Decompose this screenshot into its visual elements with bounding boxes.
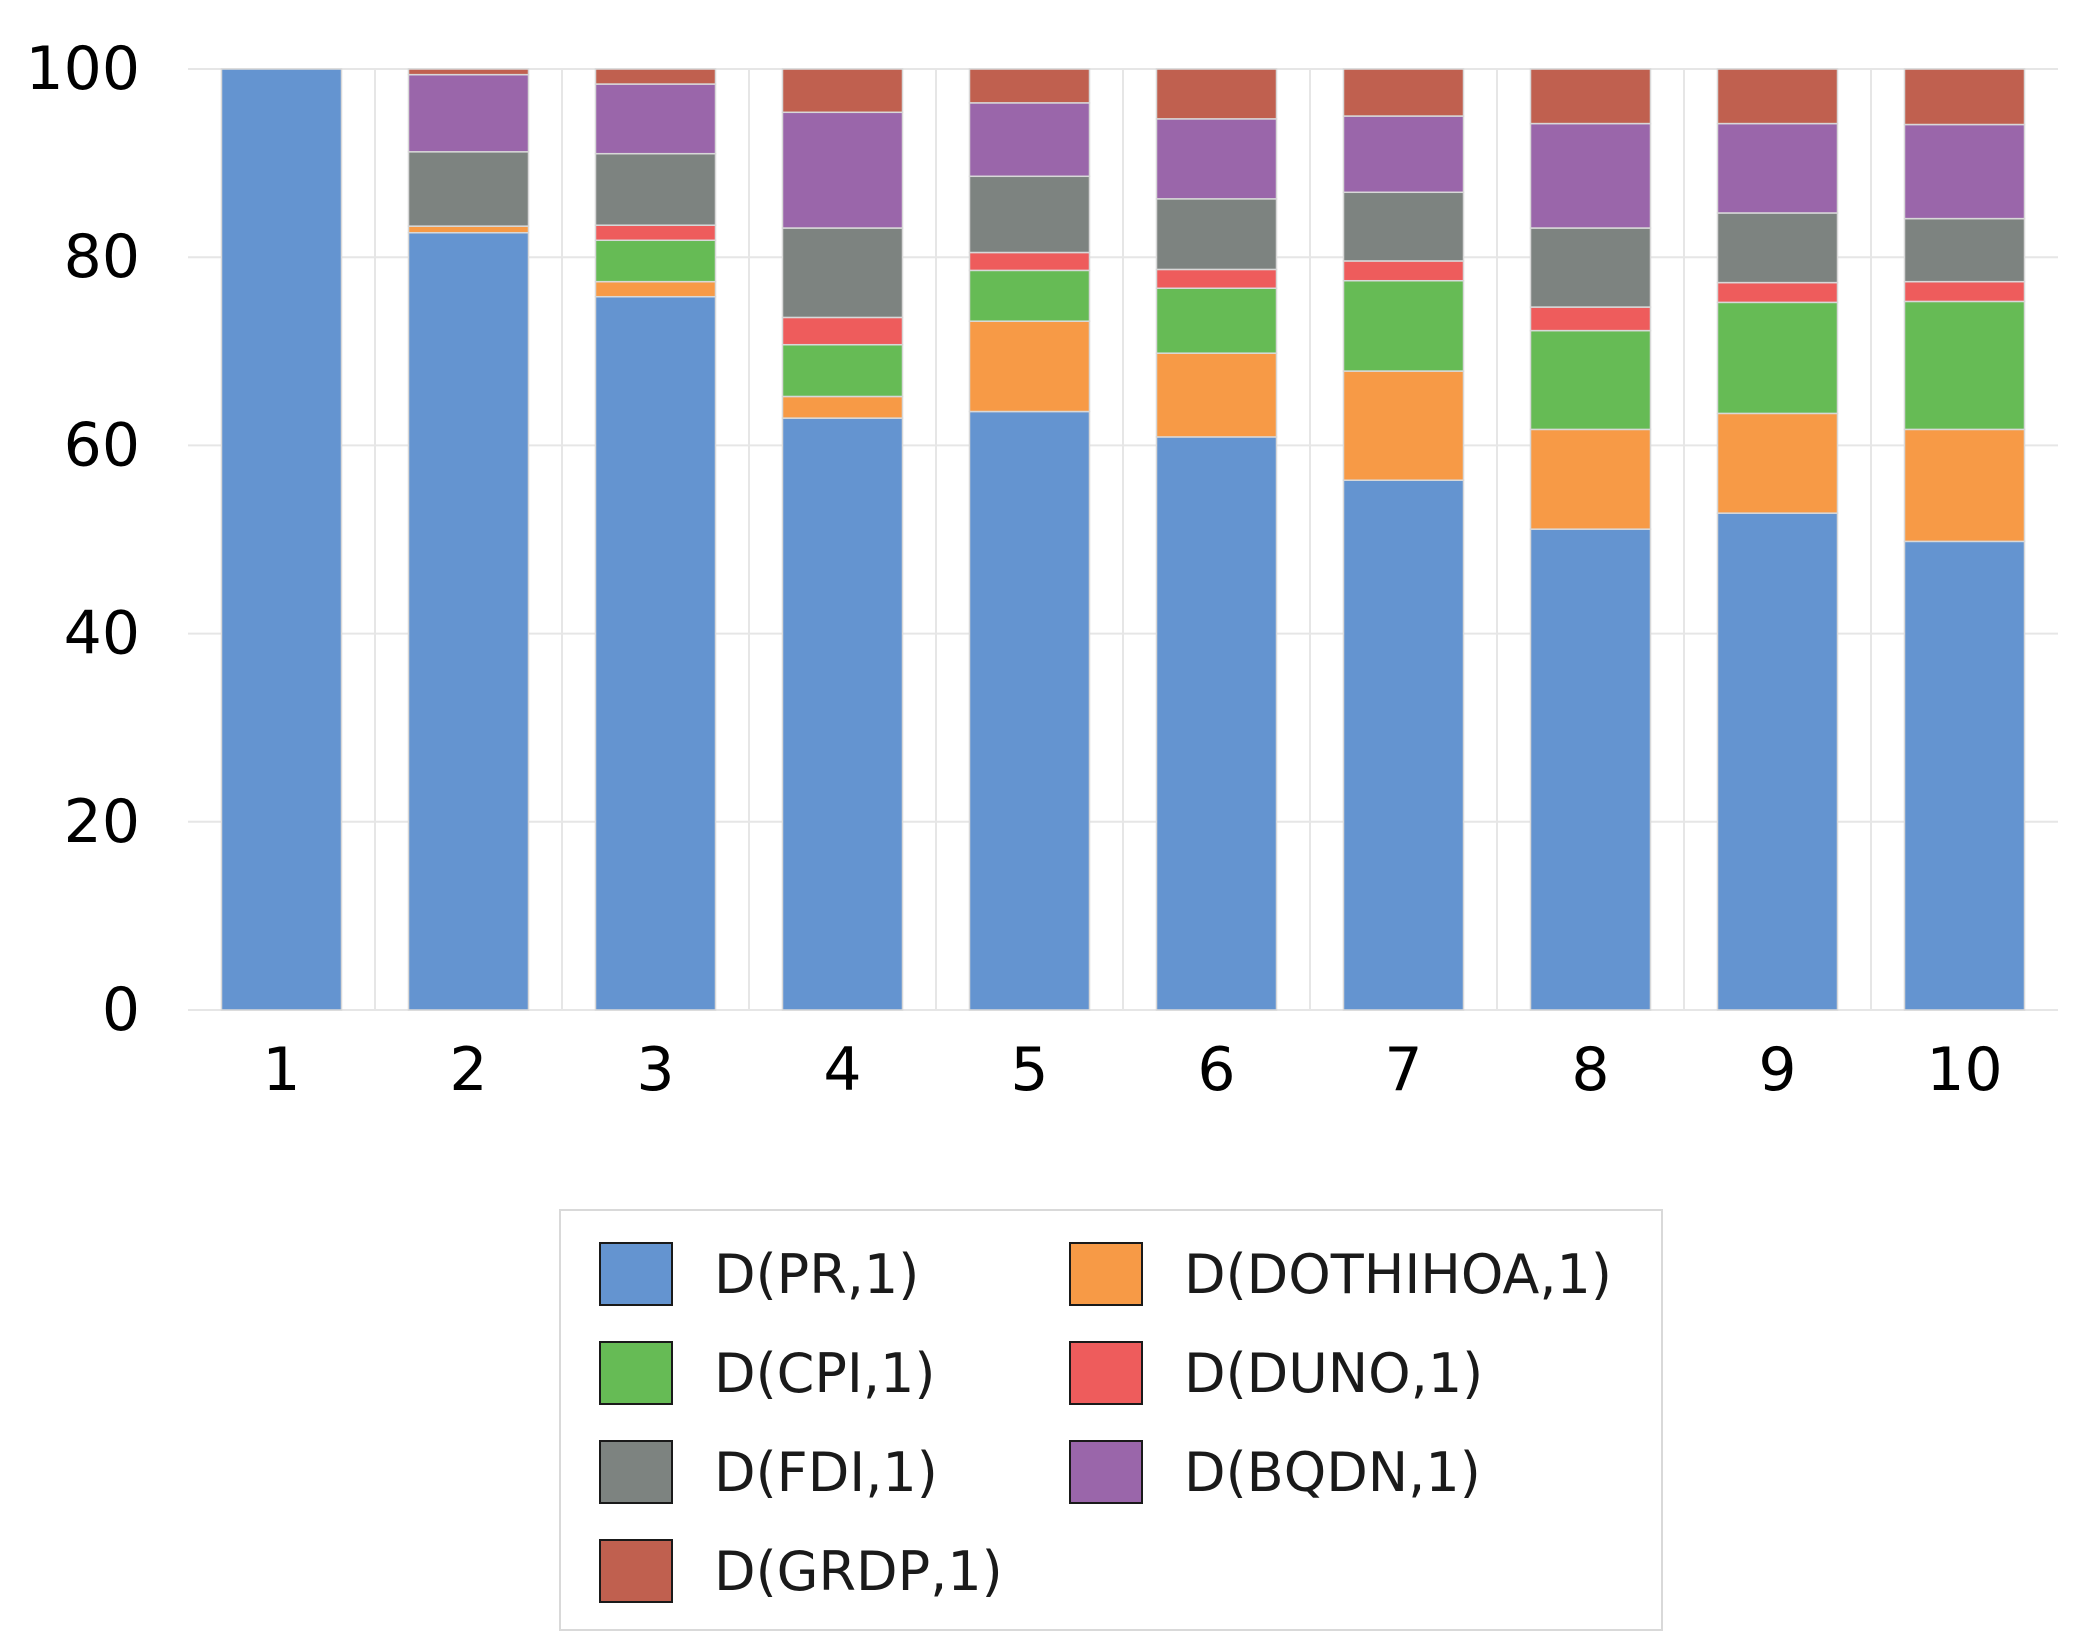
legend-label-d-cpi-1: D(CPI,1)	[714, 1342, 935, 1405]
bar-d-bqdn-1-cat-3	[594, 83, 717, 155]
x-tick-label-5: 5	[1010, 1035, 1048, 1105]
bar-d-duno-1-cat-6	[1155, 268, 1278, 290]
bar-d-fdi-1-cat-10	[1903, 217, 2026, 283]
bar-d-dothihoa-1-cat-6	[1155, 352, 1278, 438]
bar-d-pr-1-cat-5	[968, 410, 1091, 1011]
legend-label-d-fdi-1: D(FDI,1)	[714, 1441, 938, 1504]
x-tick-label-4: 4	[823, 1035, 861, 1105]
bar-d-fdi-1-cat-7	[1342, 191, 1465, 262]
bar-d-cpi-1-cat-4	[781, 343, 904, 398]
bar-d-bqdn-1-cat-5	[968, 102, 1091, 178]
bar-d-grdp-1-cat-2	[407, 68, 530, 76]
y-tick-label-100: 100	[25, 34, 140, 104]
y-tick-label-40: 40	[64, 599, 140, 669]
bar-d-pr-1-cat-8	[1529, 528, 1652, 1011]
bar-d-cpi-1-cat-5	[968, 269, 1091, 322]
bar-d-fdi-1-cat-3	[594, 152, 717, 226]
bar-d-cpi-1-cat-3	[594, 239, 717, 283]
bar-d-dothihoa-1-cat-8	[1529, 428, 1652, 530]
bar-d-dothihoa-1-cat-10	[1903, 428, 2026, 543]
y-tick-label-20: 20	[64, 787, 140, 857]
bar-d-bqdn-1-cat-10	[1903, 123, 2026, 220]
bar-d-pr-1-cat-10	[1903, 540, 2026, 1011]
legend-label-d-dothihoa-1: D(DOTHIHOA,1)	[1184, 1243, 1612, 1306]
bar-d-duno-1-cat-8	[1529, 306, 1652, 332]
legend-swatch-d-cpi-1	[599, 1341, 673, 1405]
x-tick-label-1: 1	[262, 1035, 300, 1105]
x-tick-label-8: 8	[1571, 1035, 1609, 1105]
bar-d-bqdn-1-cat-9	[1716, 122, 1839, 214]
bar-d-grdp-1-cat-9	[1716, 68, 1839, 125]
x-tick-label-9: 9	[1758, 1035, 1796, 1105]
bar-d-duno-1-cat-7	[1342, 260, 1465, 282]
legend-label-d-pr-1: D(PR,1)	[714, 1243, 919, 1306]
bar-d-dothihoa-1-cat-2	[407, 225, 530, 234]
x-tick-label-3: 3	[636, 1035, 674, 1105]
bar-d-duno-1-cat-5	[968, 251, 1091, 272]
bar-d-dothihoa-1-cat-7	[1342, 370, 1465, 481]
bar-d-grdp-1-cat-8	[1529, 68, 1652, 125]
bar-d-cpi-1-cat-8	[1529, 329, 1652, 431]
y-tick-label-0: 0	[102, 975, 140, 1045]
bars-layer	[220, 68, 2026, 1011]
bar-d-pr-1-cat-4	[781, 417, 904, 1011]
bar-d-duno-1-cat-4	[781, 316, 904, 346]
bar-d-dothihoa-1-cat-9	[1716, 412, 1839, 514]
bar-d-grdp-1-cat-6	[1155, 68, 1278, 120]
bar-d-pr-1-cat-9	[1716, 512, 1839, 1011]
bar-d-fdi-1-cat-8	[1529, 227, 1652, 308]
bar-d-cpi-1-cat-7	[1342, 279, 1465, 372]
legend-swatch-d-fdi-1	[599, 1440, 673, 1504]
bar-d-pr-1-cat-1	[220, 68, 343, 1011]
legend-swatch-d-grdp-1	[599, 1539, 673, 1603]
legend-label-d-grdp-1: D(GRDP,1)	[714, 1540, 1003, 1603]
x-tick-label-10: 10	[1926, 1035, 2002, 1105]
bar-d-cpi-1-cat-10	[1903, 300, 2026, 431]
bar-d-fdi-1-cat-4	[781, 227, 904, 319]
x-axis-ticks: 1 2 3 4 5 6 7 8 9 10	[262, 1035, 2002, 1105]
bar-d-duno-1-cat-9	[1716, 281, 1839, 304]
bar-d-duno-1-cat-10	[1903, 280, 2026, 303]
bar-d-grdp-1-cat-10	[1903, 68, 2026, 126]
bar-d-dothihoa-1-cat-5	[968, 320, 1091, 413]
bar-d-pr-1-cat-2	[407, 231, 530, 1011]
bar-d-fdi-1-cat-6	[1155, 198, 1278, 271]
bar-d-cpi-1-cat-6	[1155, 287, 1278, 354]
y-axis-ticks: 0 20 40 60 80 100	[25, 34, 140, 1045]
bar-d-bqdn-1-cat-4	[781, 111, 904, 229]
bar-d-bqdn-1-cat-6	[1155, 118, 1278, 200]
legend: D(PR,1) D(DOTHIHOA,1) D(CPI,1) D(DUNO,1) D(F…	[559, 1209, 1663, 1631]
legend-swatch-d-duno-1	[1069, 1341, 1143, 1405]
bar-d-grdp-1-cat-4	[781, 68, 904, 114]
bar-d-fdi-1-cat-2	[407, 151, 530, 227]
bar-d-bqdn-1-cat-2	[407, 73, 530, 153]
bar-d-pr-1-cat-3	[594, 295, 717, 1011]
bar-d-dothihoa-1-cat-3	[594, 280, 717, 298]
x-tick-label-6: 6	[1197, 1035, 1235, 1105]
legend-swatch-d-pr-1	[599, 1242, 673, 1306]
legend-label-d-duno-1: D(DUNO,1)	[1184, 1342, 1483, 1405]
bar-d-duno-1-cat-3	[594, 224, 717, 242]
bar-d-pr-1-cat-7	[1342, 479, 1465, 1011]
bar-d-grdp-1-cat-7	[1342, 68, 1465, 117]
bar-d-cpi-1-cat-9	[1716, 301, 1839, 415]
bar-d-grdp-1-cat-3	[594, 68, 717, 85]
bar-d-bqdn-1-cat-7	[1342, 115, 1465, 194]
legend-label-d-bqdn-1: D(BQDN,1)	[1184, 1441, 1481, 1504]
bar-d-dothihoa-1-cat-4	[781, 395, 904, 419]
y-tick-label-60: 60	[64, 410, 140, 480]
bar-d-fdi-1-cat-5	[968, 175, 1091, 254]
bar-d-pr-1-cat-6	[1155, 436, 1278, 1011]
legend-swatch-d-dothihoa-1	[1069, 1242, 1143, 1306]
y-tick-label-80: 80	[64, 222, 140, 292]
bar-d-grdp-1-cat-5	[968, 68, 1091, 104]
bar-d-fdi-1-cat-9	[1716, 212, 1839, 284]
x-tick-label-7: 7	[1384, 1035, 1422, 1105]
x-tick-label-2: 2	[449, 1035, 487, 1105]
legend-swatch-d-bqdn-1	[1069, 1440, 1143, 1504]
bar-d-bqdn-1-cat-8	[1529, 122, 1652, 229]
